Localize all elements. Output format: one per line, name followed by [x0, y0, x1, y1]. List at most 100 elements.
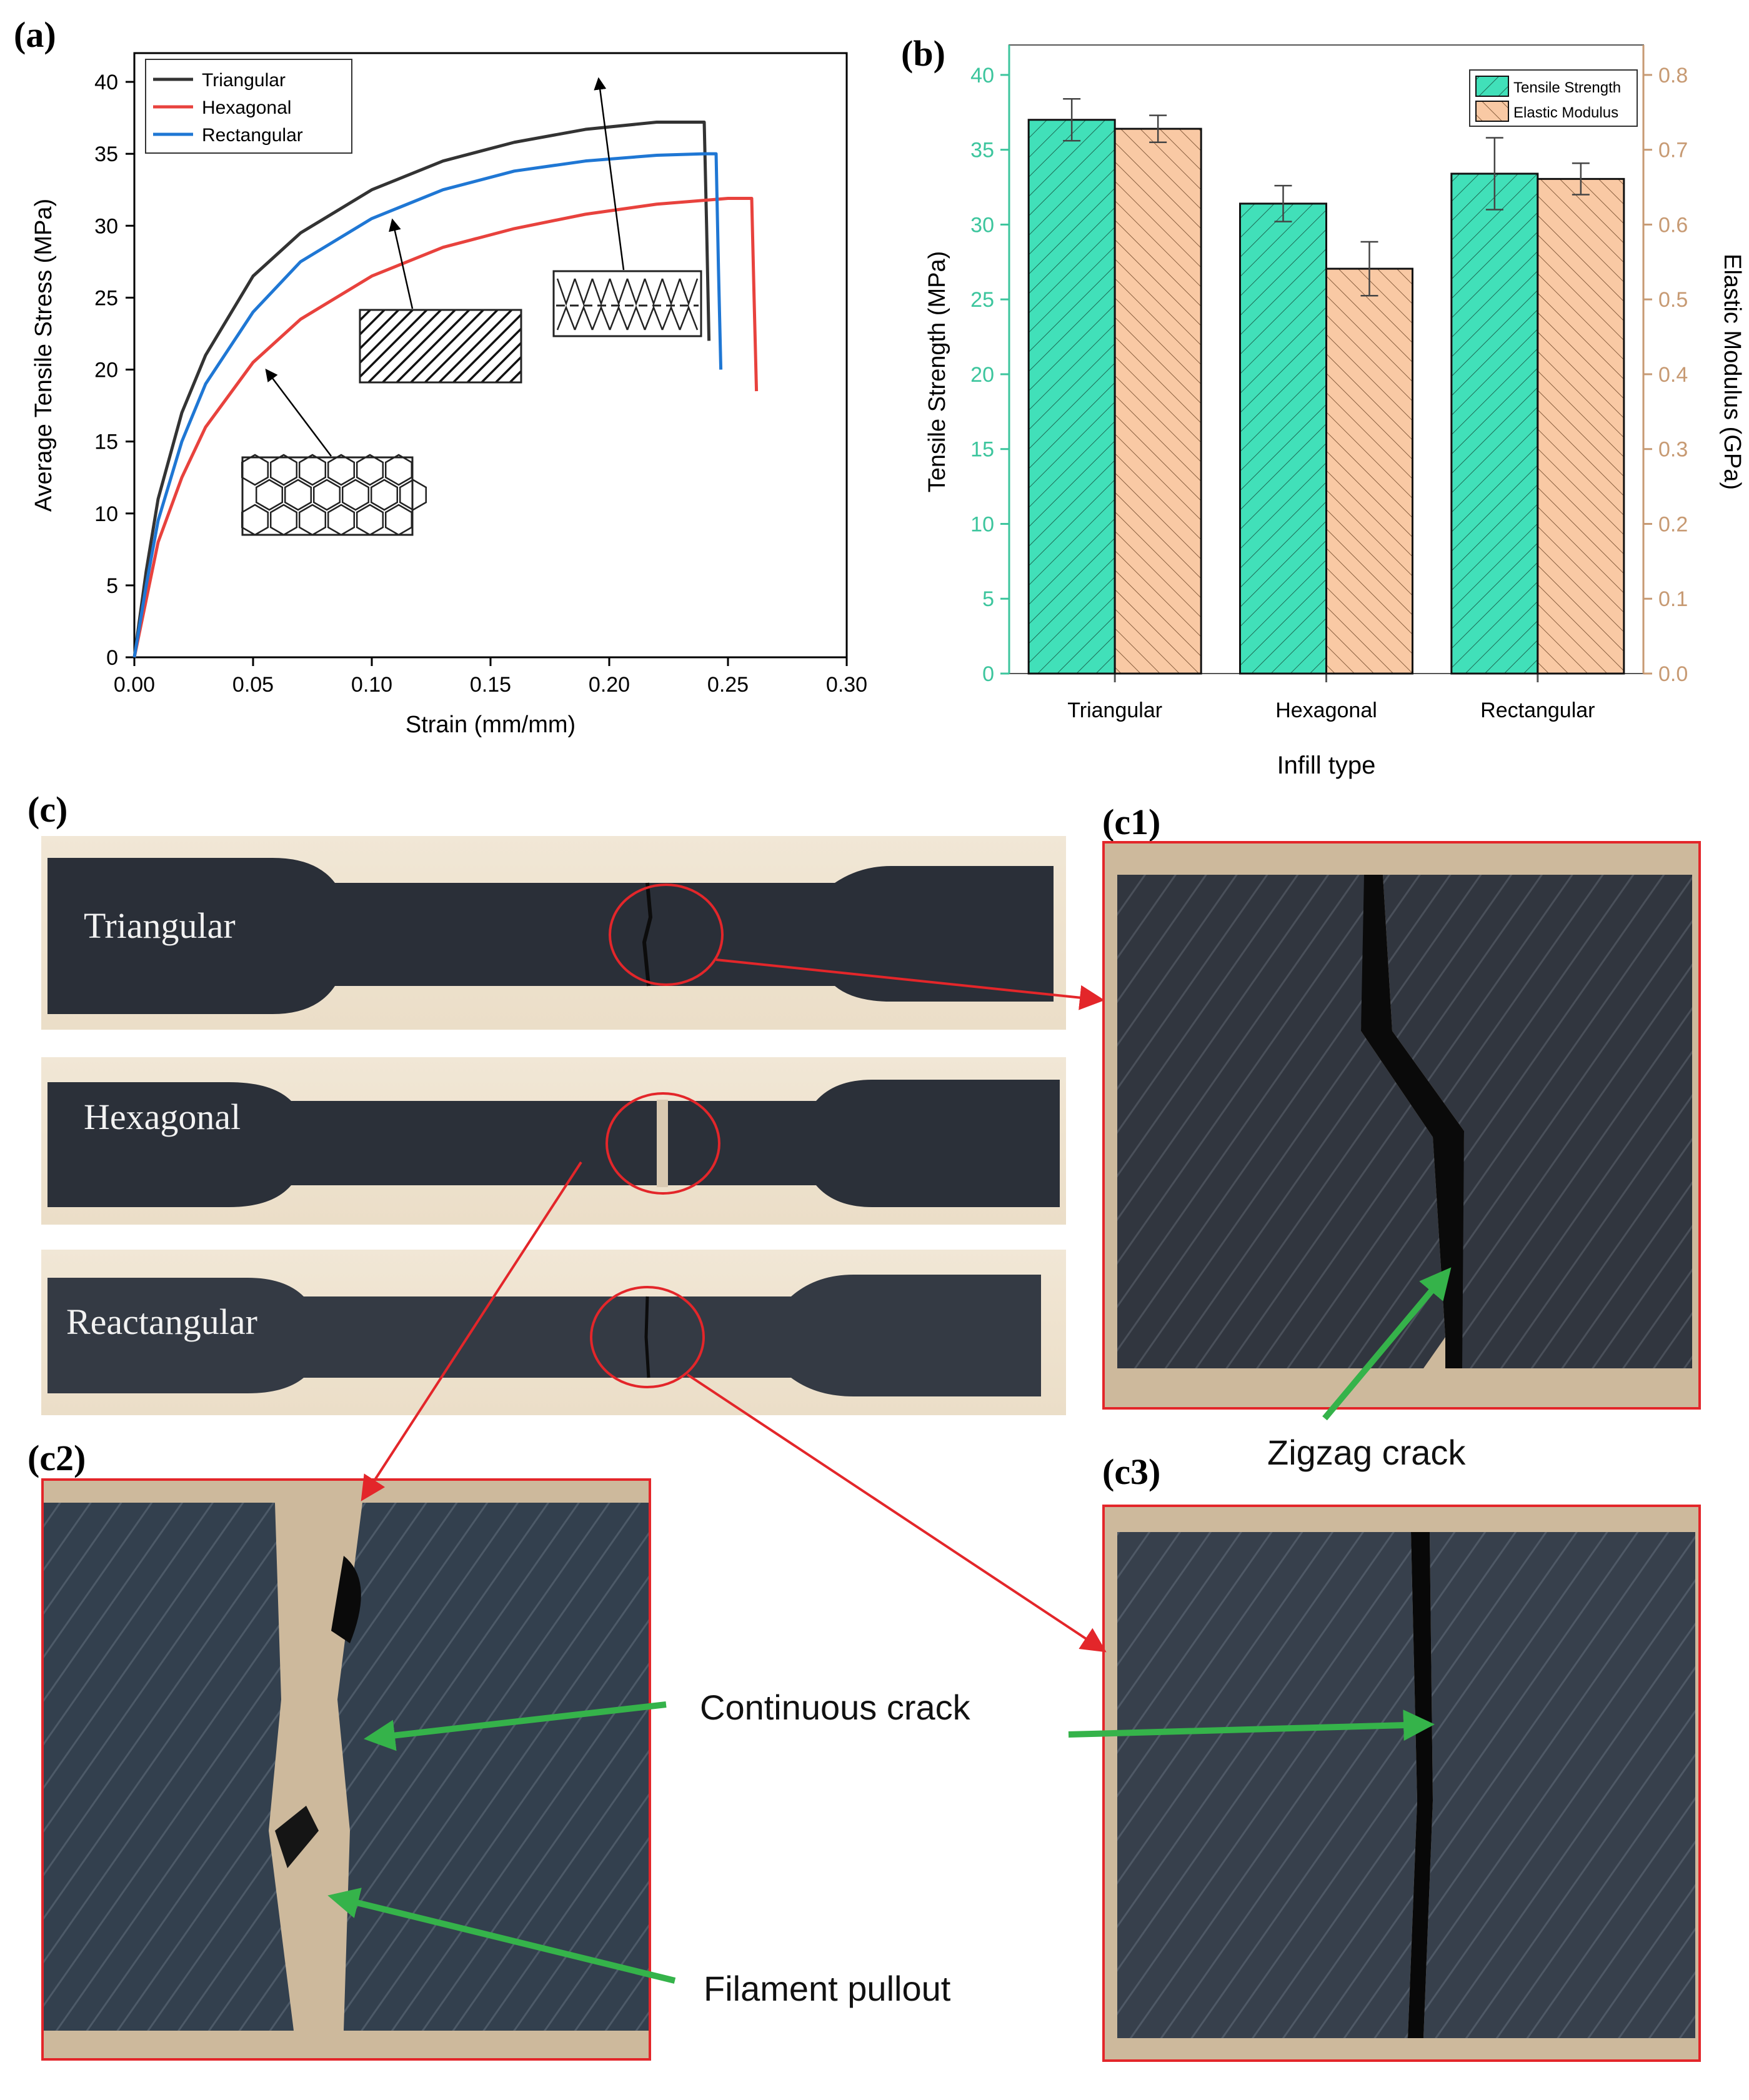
hex-cell — [298, 454, 327, 486]
arrow-continuous-c2 — [364, 1701, 667, 1751]
series-line-triangular — [132, 121, 711, 658]
tri-cell — [626, 278, 646, 306]
stress-strain-chart: 0.00 0.05 0.10 0.15 0.20 0.25 0.30 0 5 10 15 20 25 30… — [31, 52, 867, 738]
y2-tick-label: 0.7 — [1658, 139, 1688, 162]
panel-label-c2: (c2) — [27, 1438, 86, 1478]
inset-arrow-triangular — [594, 77, 625, 271]
tri-cell — [609, 305, 629, 331]
tri-cell — [679, 278, 699, 306]
rectangular-inset — [359, 309, 522, 384]
y2-tick-label: 0.8 — [1658, 64, 1688, 87]
series-line-rectangular — [132, 152, 723, 658]
hex-cell — [269, 454, 298, 486]
bar-elastic-modulus — [1114, 127, 1202, 675]
hex-cell — [399, 479, 427, 511]
x-tick-label: 0.00 — [114, 673, 155, 697]
x-axis-label: Infill type — [1277, 752, 1376, 779]
series-line-hexagonal — [132, 197, 759, 658]
annotation-zigzag-crack: Zigzag crack — [1267, 1433, 1466, 1472]
specimen-label-rectangular: Reactangular — [66, 1301, 257, 1342]
hex-cell — [269, 504, 298, 536]
tri-cell — [574, 305, 594, 331]
x-tick-label: 0.05 — [232, 673, 274, 697]
y2-tick-label: 0.0 — [1658, 662, 1688, 686]
zoom-photo-c2 — [41, 1478, 651, 2061]
infill-insets — [241, 77, 702, 536]
bar-elastic-modulus — [1537, 177, 1625, 675]
hex-cell — [384, 504, 413, 536]
tri-cell — [644, 278, 664, 306]
arrow-pullout — [327, 1888, 676, 1984]
tri-cell — [591, 305, 611, 331]
x-tick-label: Rectangular — [1480, 699, 1595, 722]
annotation-continuous-crack: Continuous crack — [700, 1688, 970, 1727]
legend-entry: Elastic Modulus — [1513, 104, 1618, 121]
panel-label-b: (b) — [901, 33, 945, 74]
hex-cell — [241, 454, 269, 486]
panel-label-a: (a) — [14, 14, 56, 55]
y2-tick-label: 0.5 — [1658, 288, 1688, 312]
specimen-drawing — [47, 1080, 1060, 1207]
tri-cell — [626, 305, 646, 331]
y-tick-label: 25 — [94, 286, 118, 310]
legend-entry: Hexagonal — [202, 97, 291, 118]
legend-entry: Triangular — [202, 70, 286, 91]
tri-cell — [644, 305, 664, 331]
specimen-photo-hexagonal: Hexagonal — [41, 1057, 1066, 1225]
annotation-filament-pullout: Filament pullout — [704, 1969, 951, 2008]
y-tick-label: 10 — [970, 512, 994, 536]
x-tick-label: 0.15 — [470, 673, 511, 697]
y2-tick-label: 0.4 — [1658, 363, 1688, 387]
x-tick-label: 0.10 — [351, 673, 392, 697]
hex-cell — [284, 479, 312, 511]
tri-cell — [609, 278, 629, 306]
inset-arrow-rectangular — [389, 218, 414, 309]
specimen-photo-triangular: Triangular — [41, 836, 1066, 1030]
arrow-to-c2 — [361, 1161, 582, 1501]
hex-cell — [370, 479, 399, 511]
inset-arrow-hexagonal — [265, 369, 332, 457]
arrow-to-c3 — [686, 1373, 1107, 1653]
arrow-to-c1 — [715, 958, 1105, 1010]
y-tick-label: 15 — [970, 438, 994, 462]
y2-axis-label: Elastic Modulus (GPa) — [1719, 254, 1745, 490]
x-tick-label: 0.25 — [707, 673, 749, 697]
panel-label-c1: (c1) — [1102, 802, 1161, 842]
bar-elastic-modulus — [1325, 267, 1413, 675]
y-tick-label: 35 — [94, 142, 118, 166]
hex-cell — [327, 504, 356, 536]
x-tick-label: Hexagonal — [1275, 699, 1377, 722]
tri-cell — [556, 278, 576, 306]
hex-cell — [312, 479, 341, 511]
x-tick-label: 0.30 — [826, 673, 867, 697]
y2-tick-label: 0.1 — [1658, 587, 1688, 611]
panel-label-c3: (c3) — [1102, 1451, 1161, 1492]
y-tick-label: 20 — [970, 363, 994, 387]
y-axis-label: Average Tensile Stress (MPa) — [31, 199, 57, 512]
y-tick-label: 40 — [970, 64, 994, 87]
hex-cell — [241, 504, 269, 536]
specimen-photo-rectangular: Reactangular — [41, 1250, 1066, 1415]
zoom-drawing — [1117, 875, 1692, 1368]
zoom-drawing — [44, 1503, 649, 2031]
legend-entry: Tensile Strength — [1513, 79, 1621, 96]
specimen-label-triangular: Triangular — [84, 905, 236, 946]
triangular-inset — [552, 270, 702, 337]
y-tick-label: 25 — [970, 288, 994, 312]
bar-tensile-strength — [1450, 172, 1539, 675]
x-tick-label: Triangular — [1067, 699, 1162, 722]
y-tick-label: 0 — [106, 646, 118, 670]
specimen-drawing — [47, 1275, 1041, 1396]
hex-cell — [356, 504, 384, 536]
tri-cell — [661, 305, 681, 331]
y-tick-label: 0 — [982, 662, 994, 686]
arrow-zigzag — [1322, 1267, 1452, 1421]
y-tick-label: 10 — [94, 502, 118, 526]
y-tick-label: 5 — [106, 574, 118, 598]
x-axis-label: Strain (mm/mm) — [406, 712, 576, 738]
bar-chart: 0 5 10 15 20 25 30 35 40 0.0 0.1 0.2 0.3 0.4 0.5 0.6 0.7… — [924, 44, 1745, 779]
legend-swatch — [1475, 101, 1509, 122]
y-tick-label: 35 — [970, 139, 994, 162]
legend-swatch — [1475, 76, 1509, 97]
